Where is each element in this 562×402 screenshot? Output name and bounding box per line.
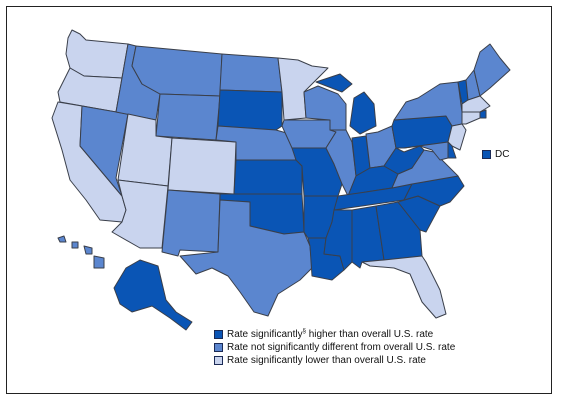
state-NM	[161, 189, 221, 257]
dc-label: DC	[482, 149, 509, 160]
state-HI	[57, 235, 105, 269]
state-FL	[361, 255, 447, 319]
state-WV	[383, 145, 425, 175]
state-ND	[219, 53, 283, 93]
legend-swatch-high	[214, 330, 223, 339]
dc-text: DC	[495, 149, 510, 160]
legend-swatch-low	[214, 356, 223, 365]
state-GA	[375, 201, 423, 261]
dc-swatch	[482, 150, 491, 159]
legend-text-mid: Rate not significantly different from ov…	[227, 342, 456, 353]
map-legend: Rate significantly§ higher than overall …	[214, 328, 455, 367]
state-KS	[233, 159, 303, 195]
state-RI	[479, 109, 487, 119]
legend-row-mid: Rate not significantly different from ov…	[214, 341, 455, 354]
state-IL	[325, 129, 357, 197]
legend-text-high: Rate significantly§ higher than overall …	[227, 328, 434, 340]
state-WY	[155, 93, 221, 141]
state-TX	[179, 199, 313, 317]
state-IA	[281, 119, 337, 149]
state-CT	[461, 111, 481, 125]
state-MI	[315, 73, 377, 135]
legend-row-high: Rate significantly§ higher than overall …	[214, 328, 455, 341]
state-NY	[393, 81, 463, 127]
legend-swatch-mid	[214, 343, 223, 352]
legend-row-low: Rate significantly lower than overall U.…	[214, 354, 455, 367]
state-SD	[217, 89, 283, 131]
state-AK	[113, 259, 193, 331]
state-MD	[403, 141, 449, 161]
state-ME	[473, 43, 511, 97]
legend-text-low: Rate significantly lower than overall U.…	[227, 355, 426, 366]
state-CO	[167, 137, 237, 195]
